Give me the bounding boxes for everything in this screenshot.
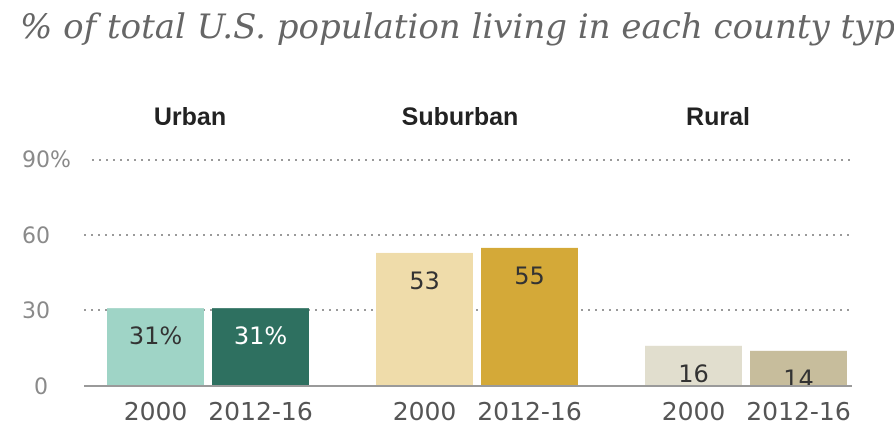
chart-subtitle: % of total U.S. population living in eac…: [20, 7, 894, 47]
bars-layer: 31% 31% 53 55 16 14: [107, 247, 847, 393]
data-label: 31%: [129, 322, 182, 350]
y-tick-label: 0: [34, 375, 48, 400]
x-tick-label: 2000: [393, 397, 457, 426]
bar-suburban-2000: [376, 252, 473, 386]
group-label-suburban: Suburban: [402, 103, 519, 131]
bar-urban-2012-16: [212, 308, 309, 386]
x-tick-label: 2012-16: [746, 397, 850, 426]
x-tick-label: 2012-16: [477, 397, 581, 426]
bar-suburban-2012-16: [481, 247, 578, 386]
x-tick-label: 2000: [124, 397, 188, 426]
data-label: 53: [409, 267, 440, 295]
x-tick-label: 2012-16: [208, 397, 312, 426]
group-label-rural: Rural: [686, 103, 750, 131]
category-labels-layer: 2000 2012-16 2000 2012-16 2000 2012-16: [124, 397, 851, 426]
bar-rural-2012-16: [750, 350, 847, 386]
y-tick-label: 90%: [22, 148, 71, 173]
x-tick-label: 2000: [662, 397, 726, 426]
bar-urban-2000: [107, 308, 204, 386]
y-tick-label: 30: [22, 299, 50, 324]
data-label: 55: [514, 262, 545, 290]
data-label: 31%: [234, 322, 287, 350]
data-label: 16: [678, 360, 709, 388]
group-label-urban: Urban: [154, 103, 226, 131]
data-label: 14: [783, 365, 814, 393]
y-tick-label: 60: [22, 224, 50, 249]
bar-rural-2000: [645, 345, 742, 386]
